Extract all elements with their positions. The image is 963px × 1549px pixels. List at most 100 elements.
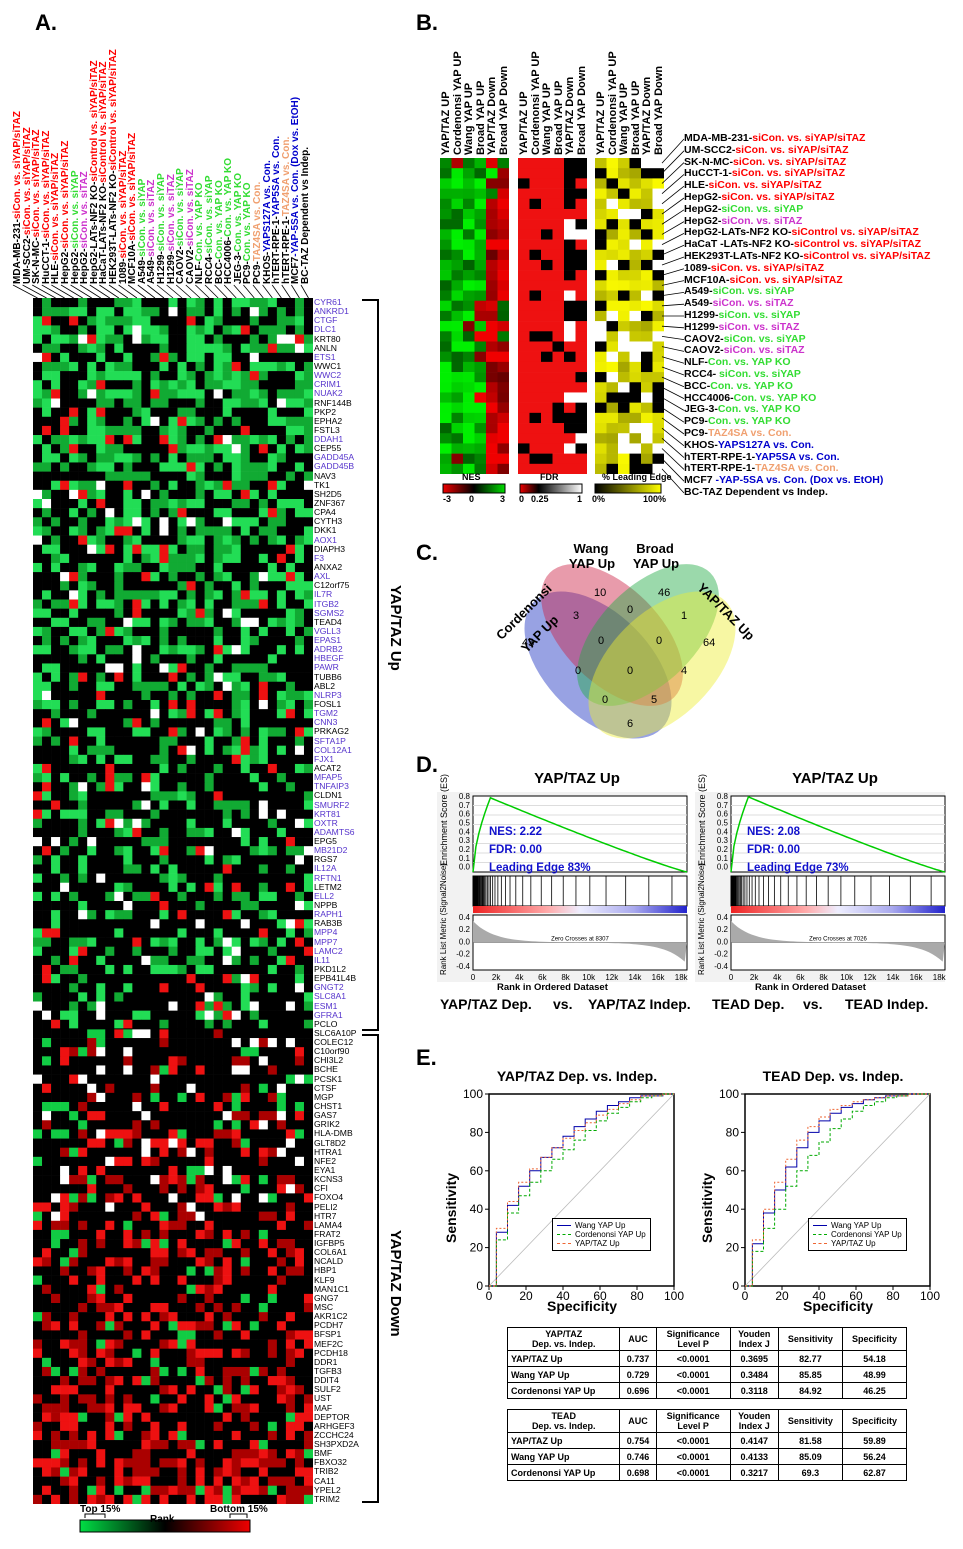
fdr-cell — [564, 158, 576, 169]
heat-cell — [96, 882, 106, 893]
heat-cell — [195, 389, 205, 399]
heat-cell — [141, 983, 151, 993]
heat-cell — [195, 1111, 205, 1121]
heat-cell — [42, 745, 52, 756]
leading-edge-cell — [629, 341, 641, 352]
gene-label: TNFAIP3 — [314, 781, 349, 792]
heat-cell — [204, 1193, 214, 1203]
heat-cell — [303, 535, 313, 545]
leading-edge-cell — [606, 178, 618, 189]
heat-cell — [42, 1284, 52, 1295]
heat-cell — [177, 1129, 187, 1139]
heat-cell — [159, 1102, 169, 1112]
heat-cell — [69, 1138, 79, 1148]
heat-cell — [222, 736, 233, 746]
nes-cell — [486, 270, 498, 281]
heat-cell — [159, 1494, 169, 1504]
heat-cell — [78, 480, 88, 491]
heat-cell — [258, 773, 269, 783]
heat-cell — [42, 1303, 52, 1313]
heat-cell — [60, 1092, 70, 1103]
heat-cell — [177, 1449, 187, 1459]
heat-cell — [222, 791, 233, 801]
heat-cell — [276, 837, 287, 847]
heat-cell — [168, 444, 178, 454]
fdr-cell — [541, 372, 553, 383]
heat-cell — [258, 955, 269, 966]
heat-cell — [222, 1257, 233, 1267]
heat-cell — [267, 837, 278, 847]
heat-cell — [60, 508, 70, 518]
heat-cell — [213, 1330, 223, 1340]
heat-cell — [204, 599, 214, 609]
heat-cell — [294, 910, 305, 920]
heat-cell — [132, 955, 142, 966]
heat-cell — [177, 1211, 187, 1222]
heat-cell — [240, 553, 251, 564]
heat-cell — [114, 608, 124, 619]
heat-cell — [240, 983, 251, 993]
heat-cell — [123, 1111, 133, 1121]
heat-cell — [249, 307, 260, 317]
heat-cell — [267, 1266, 278, 1276]
heat-cell — [150, 1229, 160, 1240]
heat-cell — [249, 407, 260, 418]
heat-cell — [114, 1321, 124, 1331]
heat-cell — [33, 654, 43, 664]
heat-cell — [249, 763, 260, 774]
gene-label: C10orf90 — [314, 1046, 350, 1057]
heat-cell — [141, 1467, 151, 1477]
gene-label: SULF2 — [314, 1384, 341, 1395]
heat-cell — [258, 1312, 269, 1322]
heat-cell — [132, 1330, 142, 1340]
heat-cell — [231, 946, 242, 957]
heat-cell — [249, 1366, 260, 1377]
heat-cell — [303, 1074, 313, 1085]
heat-cell — [294, 298, 305, 308]
fdr-cell — [541, 249, 553, 261]
heat-cell — [204, 1184, 214, 1194]
heat-cell — [60, 1440, 70, 1450]
gene-label: TRIB2 — [314, 1466, 339, 1477]
heat-cell — [303, 1129, 313, 1139]
heat-cell — [42, 1111, 52, 1121]
heat-cell — [33, 572, 43, 582]
heat-cell — [96, 361, 106, 372]
heat-cell — [186, 1476, 196, 1487]
heat-cell — [294, 599, 305, 609]
heat-cell — [150, 1348, 160, 1359]
nes-cell — [451, 361, 463, 373]
heat-cell — [114, 425, 124, 436]
heat-cell — [195, 1165, 205, 1176]
heat-cell — [96, 1348, 106, 1359]
heat-cell — [78, 901, 88, 911]
heat-cell — [141, 1229, 151, 1240]
heat-cell — [222, 1202, 233, 1212]
heat-cell — [141, 352, 151, 363]
heat-cell — [69, 636, 79, 646]
heat-cell — [231, 700, 242, 710]
gene-label: DLC1 — [314, 324, 336, 335]
heat-cell — [168, 709, 178, 719]
leading-edge-cell — [652, 361, 664, 373]
heat-cell — [267, 937, 278, 947]
heat-cell — [141, 700, 151, 710]
heat-cell — [240, 1129, 251, 1139]
heat-cell — [204, 663, 214, 673]
fdr-cell — [552, 208, 564, 220]
heat-cell — [96, 626, 106, 637]
fdr-cell — [564, 219, 576, 230]
heat-cell — [294, 380, 305, 390]
heat-cell — [78, 1065, 88, 1075]
heat-cell — [60, 1156, 70, 1167]
heat-cell — [267, 636, 278, 646]
nes-cell — [451, 453, 463, 465]
heat-cell — [123, 1485, 133, 1496]
heat-cell — [168, 325, 178, 335]
heat-cell — [249, 1038, 260, 1048]
heat-cell — [276, 1312, 287, 1322]
heat-cell — [150, 1376, 160, 1386]
heat-cell — [267, 1421, 278, 1432]
heat-cell — [114, 1138, 124, 1148]
heat-cell — [87, 818, 97, 829]
